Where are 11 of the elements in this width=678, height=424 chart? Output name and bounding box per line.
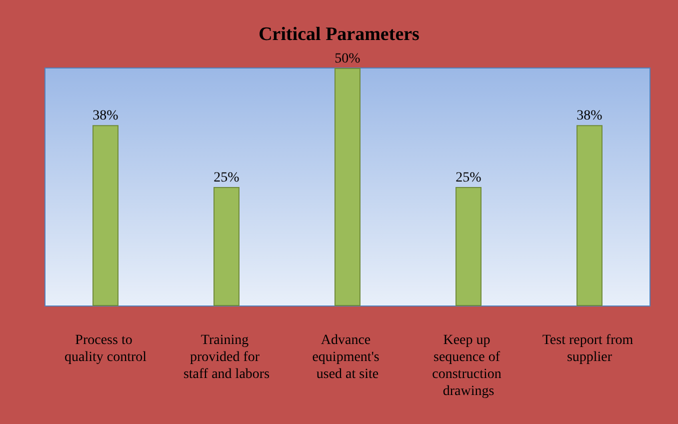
data-label: 25%: [214, 170, 240, 186]
data-label: 38%: [92, 108, 119, 124]
x-tick-label: Process to quality control: [64, 333, 147, 365]
chart-title: Critical Parameters: [258, 24, 420, 45]
data-label: 38%: [576, 108, 603, 124]
data-label: 50%: [334, 52, 361, 66]
x-tick-label: Test report from supplier: [542, 333, 637, 365]
data-label: 25%: [456, 170, 482, 186]
x-tick-label: Advance equipment's used at site: [312, 333, 383, 382]
x-tick-label: Keep up sequence of construction drawings: [432, 333, 505, 399]
x-tick-label: Training provided for staff and labors: [183, 333, 270, 382]
